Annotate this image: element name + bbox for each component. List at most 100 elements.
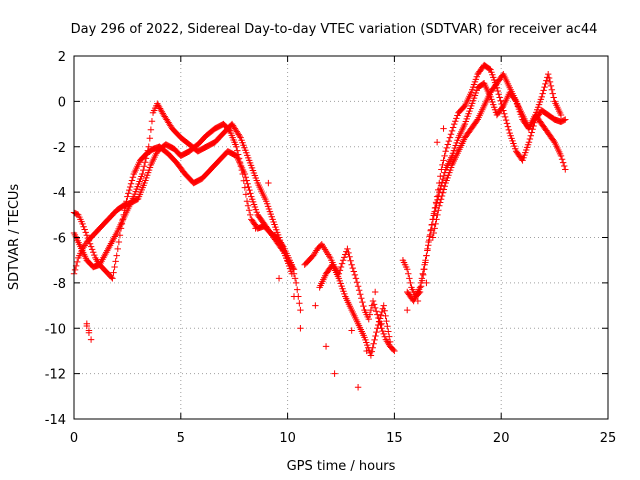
data-point xyxy=(113,252,120,259)
data-point xyxy=(377,312,385,319)
data-point xyxy=(545,74,553,82)
data-point xyxy=(432,220,439,228)
data-point xyxy=(353,279,361,286)
data-point xyxy=(557,111,565,119)
data-point xyxy=(371,304,379,312)
data-point xyxy=(368,348,376,355)
data-point xyxy=(292,279,300,287)
data-point xyxy=(83,232,91,239)
data-point xyxy=(420,266,427,273)
data-point xyxy=(427,226,435,233)
data-point xyxy=(265,179,272,187)
data-point xyxy=(530,122,537,130)
data-point xyxy=(424,247,431,254)
data-point xyxy=(542,80,549,88)
data-point xyxy=(546,78,554,86)
data-point xyxy=(430,229,437,237)
data-point xyxy=(291,275,299,282)
data-point xyxy=(430,212,437,219)
data-point xyxy=(447,131,455,138)
data-point xyxy=(486,65,493,73)
data-point xyxy=(234,147,241,154)
data-point xyxy=(83,322,91,330)
data-point xyxy=(140,166,147,174)
data-point xyxy=(382,312,389,320)
data-point xyxy=(416,284,424,291)
data-point xyxy=(440,186,448,193)
data-point xyxy=(436,202,443,209)
data-point xyxy=(374,311,381,318)
data-point xyxy=(345,249,352,257)
x-axis-title: GPS time / hours xyxy=(287,459,396,474)
data-point xyxy=(312,302,319,309)
data-point xyxy=(288,270,296,277)
data-point xyxy=(423,252,430,259)
data-point xyxy=(290,293,298,300)
data-point xyxy=(406,275,413,282)
data-point xyxy=(87,243,95,250)
data-point xyxy=(344,245,351,253)
data-point xyxy=(296,300,303,307)
data-point xyxy=(561,116,568,124)
data-point xyxy=(549,90,556,97)
data-point xyxy=(431,208,438,215)
data-point xyxy=(383,317,390,325)
series-track-8 xyxy=(429,70,565,241)
data-point xyxy=(434,211,441,219)
data-point xyxy=(74,258,81,266)
data-point xyxy=(437,182,445,189)
data-point xyxy=(448,127,456,135)
data-point xyxy=(348,327,355,334)
data-point xyxy=(404,306,411,314)
data-point xyxy=(108,274,115,281)
data-point xyxy=(156,105,164,112)
data-point xyxy=(360,302,367,310)
data-point xyxy=(544,70,552,78)
data-point xyxy=(158,108,166,115)
axis-ticks xyxy=(73,55,609,420)
data-point xyxy=(405,270,412,277)
data-point xyxy=(503,120,511,127)
data-point xyxy=(414,297,422,305)
data-point xyxy=(418,275,426,282)
data-point xyxy=(417,279,425,287)
data-point xyxy=(539,90,546,97)
data-point xyxy=(445,137,453,145)
series-scatter-extra xyxy=(83,125,447,391)
data-point xyxy=(370,301,378,308)
data-point xyxy=(376,315,384,322)
data-point xyxy=(366,311,374,318)
data-point xyxy=(439,161,446,169)
data-point xyxy=(371,288,379,296)
data-point xyxy=(331,370,338,377)
data-point xyxy=(246,186,253,194)
chart-title: Day 296 of 2022, Sidereal Day-to-day VTE… xyxy=(71,22,598,37)
data-point xyxy=(370,340,377,348)
data-point xyxy=(538,93,545,101)
data-point xyxy=(404,266,411,273)
data-point xyxy=(436,185,444,193)
data-point xyxy=(385,328,392,335)
data-point xyxy=(114,245,121,253)
data-point xyxy=(244,180,251,187)
data-point xyxy=(495,91,502,98)
data-point xyxy=(243,198,251,205)
data-point xyxy=(115,238,123,246)
data-point xyxy=(528,129,535,136)
data-point xyxy=(294,286,301,293)
data-point xyxy=(338,260,346,267)
data-point xyxy=(496,94,503,101)
data-point xyxy=(337,263,345,271)
data-point xyxy=(140,162,148,170)
data-point xyxy=(527,132,534,139)
x-tick-label: 25 xyxy=(600,431,617,446)
data-point xyxy=(245,207,253,214)
series-track-5 xyxy=(316,261,394,359)
data-point xyxy=(440,157,447,164)
series-track-3 xyxy=(70,100,296,277)
x-tick-label: 15 xyxy=(386,431,403,446)
data-point xyxy=(494,87,502,95)
data-point xyxy=(431,225,438,232)
data-point xyxy=(441,152,448,160)
